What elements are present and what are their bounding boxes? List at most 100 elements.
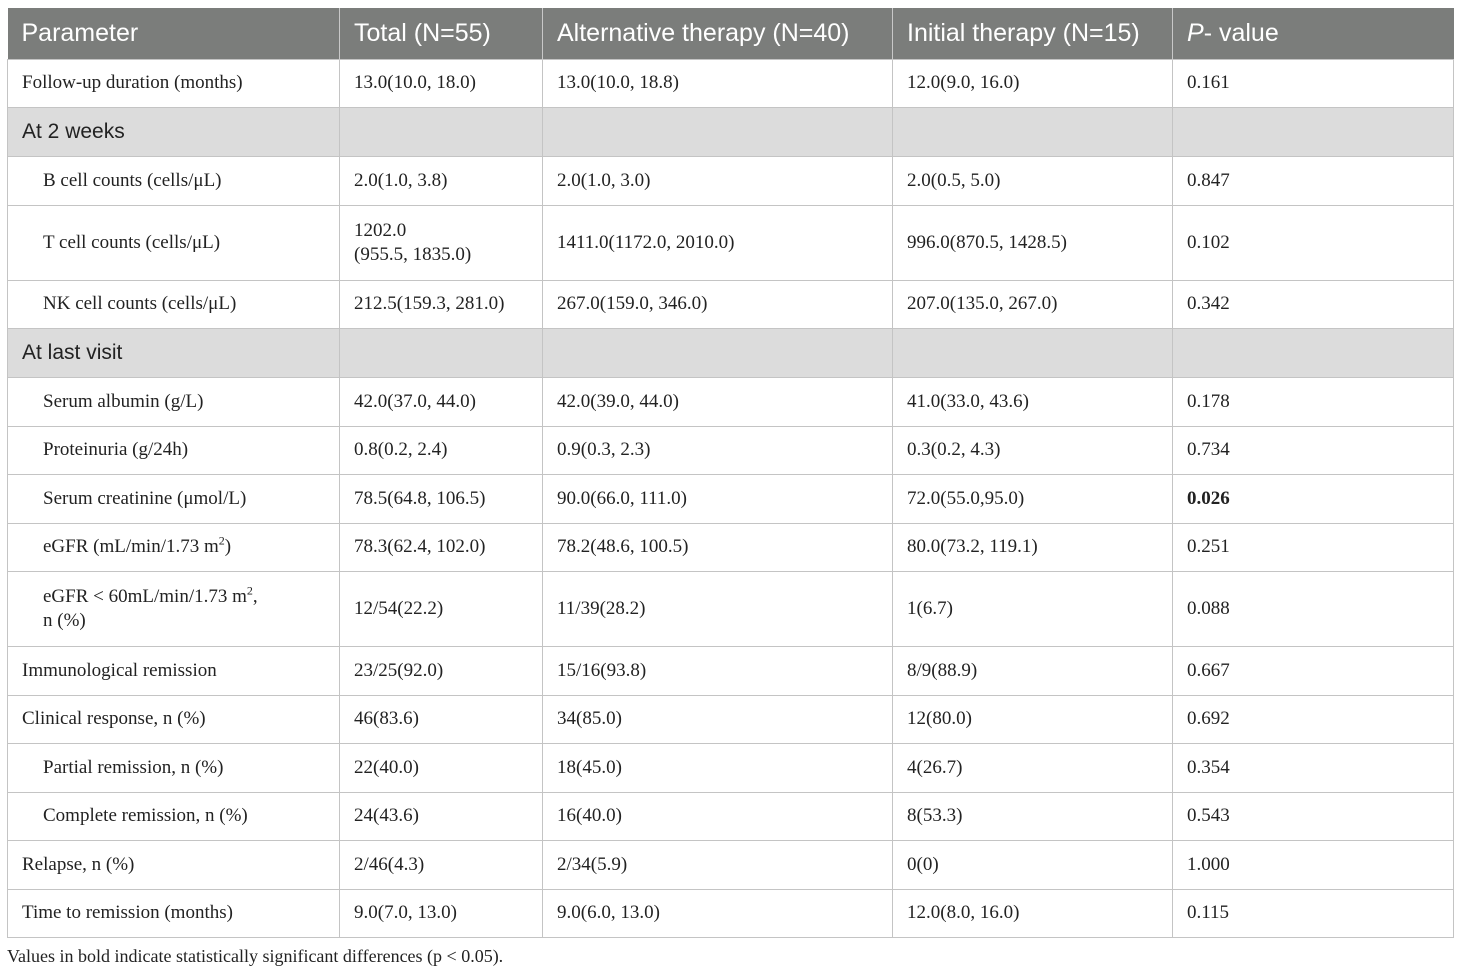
section-row: At last visit: [7, 328, 1454, 378]
cell-alternative: 2.0(1.0, 3.0): [542, 156, 893, 206]
cell-initial: 80.0(73.2, 119.1): [892, 522, 1173, 572]
cell-initial: 1(6.7): [892, 571, 1173, 647]
cell-p-value: 0.543: [1172, 791, 1454, 841]
cell-alternative: 18(45.0): [542, 743, 893, 793]
table-row: Time to remission (months) 9.0(7.0, 13.0…: [7, 888, 1454, 938]
row-label-suffix: ): [224, 536, 232, 558]
cell-total-line2: (955.5, 1835.0): [354, 243, 472, 265]
row-label-text: eGFR (mL/min/1.73 m: [43, 536, 219, 558]
table-row: Complete remission, n (%) 24(43.6) 16(40…: [7, 791, 1454, 841]
header-initial: Initial therapy (N=15): [892, 8, 1173, 59]
cell-p-value: 0.251: [1172, 522, 1454, 572]
table-row: T cell counts (cells/μL) 1202.0 (955.5, 1…: [7, 204, 1454, 281]
row-label: Serum creatinine (μmol/L): [7, 474, 340, 524]
cell-alternative: 1411.0(1172.0, 2010.0): [542, 204, 893, 281]
cell-total: 42.0(37.0, 44.0): [339, 377, 543, 427]
cell-p-value: 1.000: [1172, 840, 1454, 890]
cell-alternative: 2/34(5.9): [542, 840, 893, 890]
cell-total: 23/25(92.0): [339, 646, 543, 696]
header-parameter: Parameter: [7, 8, 340, 59]
cell-alternative: 34(85.0): [542, 694, 893, 744]
cell-alternative: 42.0(39.0, 44.0): [542, 377, 893, 427]
cell-p-value: 0.088: [1172, 571, 1454, 647]
section-row: At 2 weeks: [7, 107, 1454, 157]
cell-initial: 12.0(9.0, 16.0): [892, 58, 1173, 108]
cell-initial: 0(0): [892, 840, 1173, 890]
header-p-value: P- value: [1172, 8, 1454, 59]
cell-alternative: 9.0(6.0, 13.0): [542, 888, 893, 938]
cell-initial: 4(26.7): [892, 743, 1173, 793]
cell-initial: 996.0(870.5, 1428.5): [892, 204, 1173, 281]
row-label: NK cell counts (cells/μL): [7, 279, 340, 329]
cell-alternative: 267.0(159.0, 346.0): [542, 279, 893, 329]
cell-p-value: 0.102: [1172, 204, 1454, 281]
cell-total: 12/54(22.2): [339, 571, 543, 647]
row-label-text: eGFR < 60mL/min/1.73 m: [43, 586, 247, 608]
cell-total: 2/46(4.3): [339, 840, 543, 890]
results-table-container: Parameter Total (N=55) Alternative thera…: [7, 8, 1454, 938]
cell-initial: 8(53.3): [892, 791, 1173, 841]
table-row: Partial remission, n (%) 22(40.0) 18(45.…: [7, 743, 1454, 793]
cell-total: 46(83.6): [339, 694, 543, 744]
cell-total: 9.0(7.0, 13.0): [339, 888, 543, 938]
cell-alternative: 15/16(93.8): [542, 646, 893, 696]
cell-total: 22(40.0): [339, 743, 543, 793]
cell-initial: 0.3(0.2, 4.3): [892, 425, 1173, 475]
row-label: Immunological remission: [7, 646, 340, 696]
cell-alternative: 90.0(66.0, 111.0): [542, 474, 893, 524]
cell-total: 78.3(62.4, 102.0): [339, 522, 543, 572]
row-label: B cell counts (cells/μL): [7, 156, 340, 206]
row-label: Time to remission (months): [7, 888, 340, 938]
table-row: B cell counts (cells/μL) 2.0(1.0, 3.8) 2…: [7, 156, 1454, 206]
superscript: 2: [218, 534, 225, 549]
table-row: eGFR < 60mL/min/1.73 m2, n (%) 12/54(22.2…: [7, 571, 1454, 647]
cell-alternative: 0.9(0.3, 2.3): [542, 425, 893, 475]
cell-alternative: 11/39(28.2): [542, 571, 893, 647]
cell-total: 13.0(10.0, 18.0): [339, 58, 543, 108]
row-label: Partial remission, n (%): [7, 743, 340, 793]
table-row: Follow-up duration (months) 13.0(10.0, 1…: [7, 58, 1454, 108]
header-total: Total (N=55): [339, 8, 543, 59]
cell-initial: 12.0(8.0, 16.0): [892, 888, 1173, 938]
cell-alternative: 78.2(48.6, 100.5): [542, 522, 893, 572]
cell-p-value: 0.115: [1172, 888, 1454, 938]
header-row: Parameter Total (N=55) Alternative thera…: [7, 8, 1454, 59]
table-row: Proteinuria (g/24h) 0.8(0.2, 2.4) 0.9(0.…: [7, 425, 1454, 475]
table-row: Serum albumin (g/L) 42.0(37.0, 44.0) 42.…: [7, 377, 1454, 427]
cell-alternative: 13.0(10.0, 18.8): [542, 58, 893, 108]
table-row: NK cell counts (cells/μL) 212.5(159.3, 2…: [7, 279, 1454, 329]
cell-p-value-significant: 0.026: [1172, 474, 1454, 524]
row-label-suffix: ,: [252, 586, 258, 608]
cell-initial: 72.0(55.0,95.0): [892, 474, 1173, 524]
cell-total: 0.8(0.2, 2.4): [339, 425, 543, 475]
cell-p-value: 0.354: [1172, 743, 1454, 793]
header-alternative: Alternative therapy (N=40): [542, 8, 893, 59]
row-label: T cell counts (cells/μL): [7, 204, 340, 281]
cell-initial: 207.0(135.0, 267.0): [892, 279, 1173, 329]
row-label-line2: n (%): [43, 610, 86, 631]
row-label: eGFR < 60mL/min/1.73 m2, n (%): [7, 571, 340, 647]
row-label: Serum albumin (g/L): [7, 377, 340, 427]
row-label: Complete remission, n (%): [7, 791, 340, 841]
table-row: Immunological remission 23/25(92.0) 15/1…: [7, 646, 1454, 696]
table-row: eGFR (mL/min/1.73 m2) 78.3(62.4, 102.0) …: [7, 522, 1454, 572]
cell-total: 24(43.6): [339, 791, 543, 841]
row-label: Clinical response, n (%): [7, 694, 340, 744]
results-table: Parameter Total (N=55) Alternative thera…: [7, 8, 1454, 938]
cell-total: 78.5(64.8, 106.5): [339, 474, 543, 524]
row-label: Relapse, n (%): [7, 840, 340, 890]
superscript: 2: [246, 583, 253, 598]
cell-total: 1202.0 (955.5, 1835.0): [339, 204, 543, 281]
cell-p-value: 0.178: [1172, 377, 1454, 427]
cell-total: 2.0(1.0, 3.8): [339, 156, 543, 206]
row-label: eGFR (mL/min/1.73 m2): [7, 522, 340, 572]
row-label: Follow-up duration (months): [7, 58, 340, 108]
cell-p-value: 0.734: [1172, 425, 1454, 475]
cell-initial: 12(80.0): [892, 694, 1173, 744]
row-label: Proteinuria (g/24h): [7, 425, 340, 475]
table-row: Serum creatinine (μmol/L) 78.5(64.8, 106…: [7, 474, 1454, 524]
cell-p-value: 0.667: [1172, 646, 1454, 696]
table-row: Relapse, n (%) 2/46(4.3) 2/34(5.9) 0(0) …: [7, 840, 1454, 890]
header-p-suffix: - value: [1203, 18, 1279, 47]
cell-total: 212.5(159.3, 281.0): [339, 279, 543, 329]
